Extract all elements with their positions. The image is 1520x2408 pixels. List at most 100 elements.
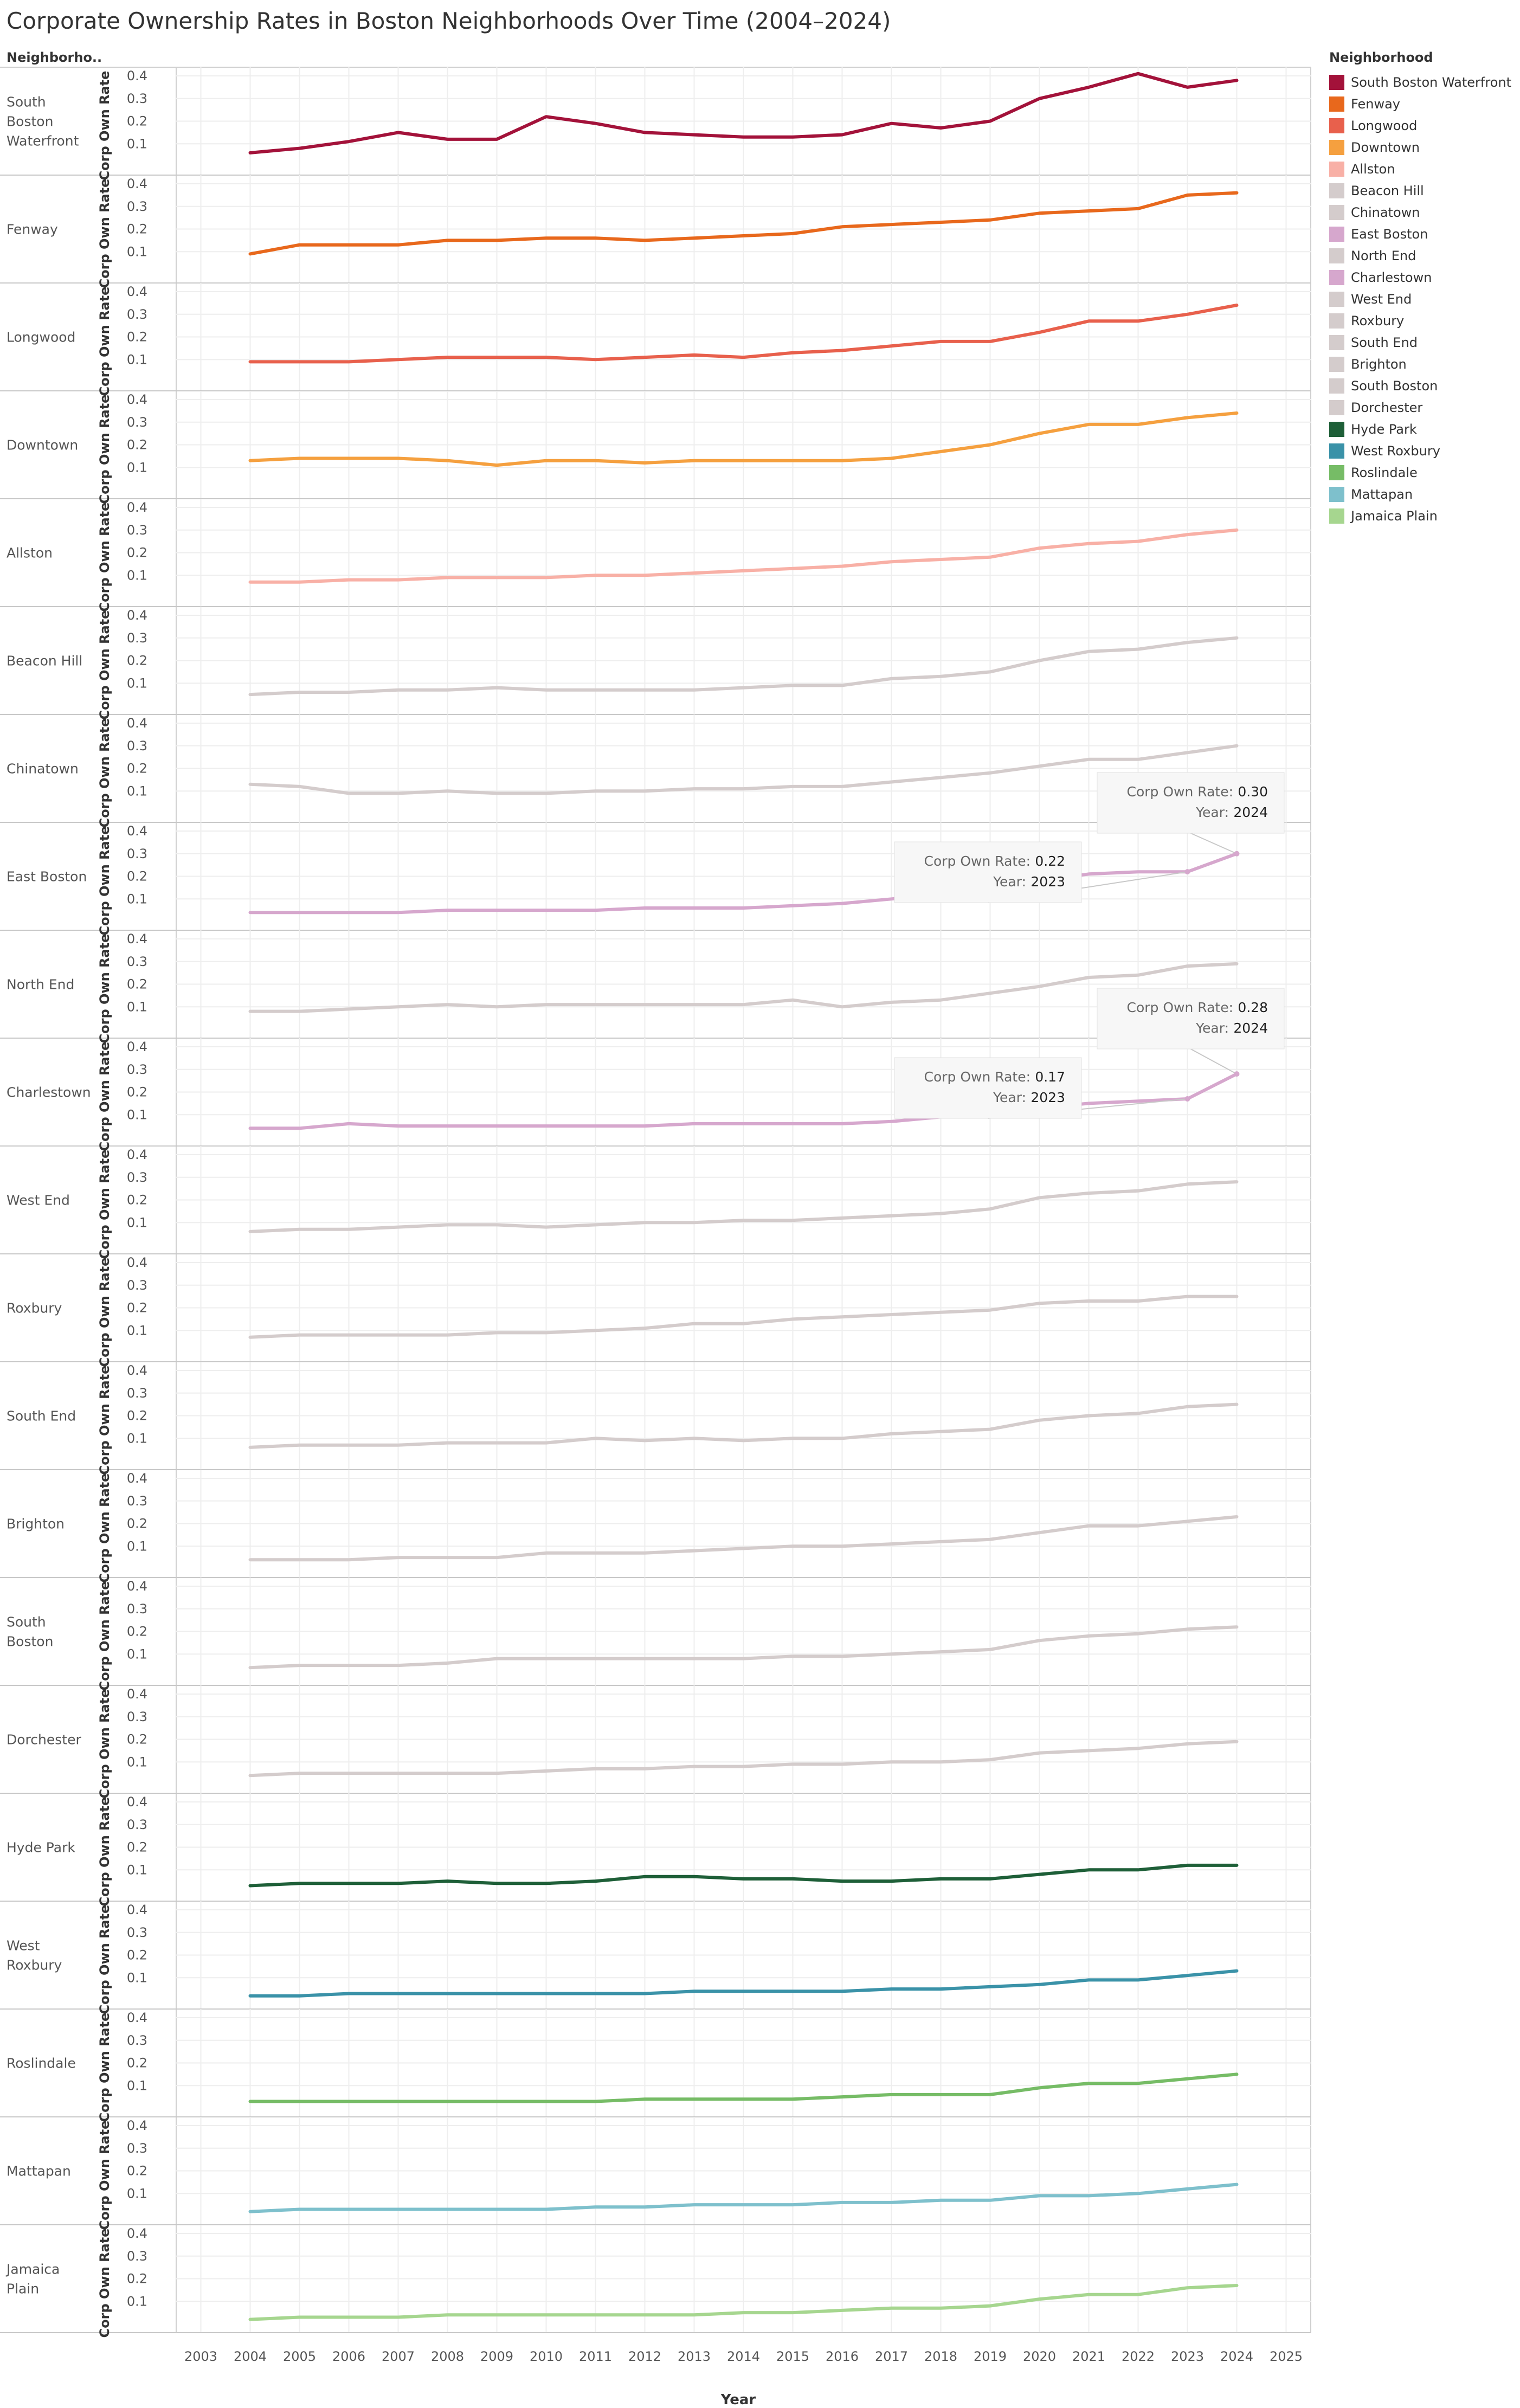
panel-roslindale: 0.1 0.2 0.3 0.4 Roslindale Corp Own Rate xyxy=(0,2009,1311,2122)
panel-brighton: 0.1 0.2 0.3 0.4 Brighton Corp Own Rate xyxy=(0,1470,1311,1582)
legend-item[interactable]: South Boston Waterfront xyxy=(1329,72,1516,93)
legend-swatch xyxy=(1329,227,1344,242)
legend-item[interactable]: Roslindale xyxy=(1329,462,1516,484)
legend-swatch xyxy=(1329,400,1344,415)
y-tick-label: 0.1 xyxy=(127,460,147,475)
legend-swatch xyxy=(1329,140,1344,155)
y-tick-label: 0.3 xyxy=(127,846,147,861)
y-axis-title: Corp Own Rate xyxy=(97,826,112,936)
y-tick-label: 0.4 xyxy=(127,1363,147,1378)
y-tick-label: 0.1 xyxy=(127,2294,147,2309)
row-label: Plain xyxy=(7,2281,39,2297)
highlight-point xyxy=(1184,869,1190,875)
legend-item[interactable]: East Boston xyxy=(1329,223,1516,245)
legend-item[interactable]: Chinatown xyxy=(1329,202,1516,223)
y-tick-label: 0.3 xyxy=(127,199,147,214)
panel-dorchester: 0.1 0.2 0.3 0.4 Dorchester Corp Own Rate xyxy=(0,1685,1311,1798)
y-tick-label: 0.2 xyxy=(127,761,147,776)
legend-item[interactable]: North End xyxy=(1329,245,1516,267)
y-tick-label: 0.4 xyxy=(127,2010,147,2025)
panel-south-end: 0.1 0.2 0.3 0.4 South End Corp Own Rate xyxy=(0,1362,1311,1475)
row-label: Roxbury xyxy=(7,1958,62,1973)
x-tick-label: 2011 xyxy=(579,2349,612,2364)
row-label: Mattapan xyxy=(7,2164,71,2179)
legend-item[interactable]: Allston xyxy=(1329,158,1516,180)
row-header-neighborhood[interactable]: Neighborho.. xyxy=(7,50,102,65)
panel-mattapan: 0.1 0.2 0.3 0.4 Mattapan Corp Own Rate xyxy=(0,2117,1311,2230)
y-tick-label: 0.2 xyxy=(127,869,147,884)
y-tick-label: 0.1 xyxy=(127,783,147,799)
highlight-point xyxy=(1234,851,1240,857)
legend: Neighborhood South Boston Waterfront Fenw… xyxy=(1329,50,1516,527)
y-axis-title: Corp Own Rate xyxy=(97,287,112,396)
x-tick-label: 2008 xyxy=(431,2349,464,2364)
y-tick-label: 0.1 xyxy=(127,352,147,367)
series-line xyxy=(248,411,1239,467)
y-tick-label: 0.1 xyxy=(127,675,147,691)
legend-item[interactable]: Brighton xyxy=(1329,353,1516,375)
series-line xyxy=(248,528,1239,584)
x-tick-label: 2024 xyxy=(1220,2349,1253,2364)
legend-label: Fenway xyxy=(1351,96,1401,112)
row-label: Fenway xyxy=(7,222,58,237)
legend-item[interactable]: West Roxbury xyxy=(1329,440,1516,462)
x-tick-label: 2018 xyxy=(924,2349,957,2364)
legend-item[interactable]: Beacon Hill xyxy=(1329,180,1516,202)
y-tick-label: 0.3 xyxy=(127,2033,147,2048)
panel-allston: 0.1 0.2 0.3 0.4 Allston Corp Own Rate xyxy=(0,499,1311,611)
y-tick-label: 0.4 xyxy=(127,608,147,623)
tooltip-label: Corp Own Rate: xyxy=(1126,1000,1233,1015)
row-label: Boston xyxy=(7,1634,53,1650)
x-tick-label: 2020 xyxy=(1023,2349,1056,2364)
y-tick-label: 0.1 xyxy=(127,1538,147,1554)
x-tick-label: 2025 xyxy=(1270,2349,1303,2364)
legend-swatch xyxy=(1329,118,1344,133)
y-tick-label: 0.4 xyxy=(127,176,147,191)
series-line xyxy=(248,1402,1239,1449)
x-tick-label: 2006 xyxy=(332,2349,365,2364)
legend-item[interactable]: South End xyxy=(1329,332,1516,353)
panel-jamaica-plain: 0.1 0.2 0.3 0.4 Jamaica Plain Corp Own Rate xyxy=(0,2225,1311,2338)
legend-item[interactable]: Dorchester xyxy=(1329,397,1516,418)
x-tick-label: 2012 xyxy=(628,2349,661,2364)
legend-items: South Boston Waterfront Fenway Longwood Dow… xyxy=(1329,72,1516,527)
legend-item[interactable]: Downtown xyxy=(1329,137,1516,158)
y-tick-label: 0.4 xyxy=(127,823,147,839)
y-tick-label: 0.2 xyxy=(127,330,147,345)
y-tick-label: 0.3 xyxy=(127,630,147,646)
row-label: South xyxy=(7,94,46,110)
row-label: West xyxy=(7,1938,40,1954)
legend-swatch xyxy=(1329,162,1344,177)
y-tick-label: 0.1 xyxy=(127,2078,147,2093)
y-tick-label: 0.3 xyxy=(127,1493,147,1509)
legend-item[interactable]: Fenway xyxy=(1329,93,1516,115)
series-line xyxy=(248,1969,1239,1998)
tooltip-label: Corp Own Rate: xyxy=(924,1069,1030,1085)
legend-item[interactable]: West End xyxy=(1329,288,1516,310)
tooltip-value: 0.30 xyxy=(1238,784,1268,800)
y-axis-title: Corp Own Rate xyxy=(97,1366,112,1475)
y-tick-label: 0.4 xyxy=(127,1471,147,1486)
y-tick-label: 0.1 xyxy=(127,136,147,151)
series-line xyxy=(248,1625,1239,1670)
y-tick-label: 0.1 xyxy=(127,1323,147,1338)
tooltip-year-value: 2023 xyxy=(1030,874,1065,890)
panel-west-end: 0.1 0.2 0.3 0.4 West End Corp Own Rate xyxy=(0,1146,1311,1259)
legend-item[interactable]: Hyde Park xyxy=(1329,418,1516,440)
legend-label: Beacon Hill xyxy=(1351,183,1424,198)
y-axis-title: Corp Own Rate xyxy=(97,610,112,720)
legend-item[interactable]: Longwood xyxy=(1329,115,1516,137)
legend-item[interactable]: Mattapan xyxy=(1329,484,1516,505)
y-axis-title: Corp Own Rate xyxy=(97,1042,112,1151)
y-tick-label: 0.4 xyxy=(127,1255,147,1270)
legend-item[interactable]: Charlestown xyxy=(1329,267,1516,288)
legend-item[interactable]: Roxbury xyxy=(1329,310,1516,332)
y-tick-label: 0.4 xyxy=(127,500,147,515)
y-tick-label: 0.2 xyxy=(127,653,147,668)
legend-item[interactable]: South Boston xyxy=(1329,375,1516,397)
legend-item[interactable]: Jamaica Plain xyxy=(1329,505,1516,527)
panel-east-boston: 0.1 0.2 0.3 0.4 East Boston Corp Own Rate Corp… xyxy=(0,772,1311,935)
y-tick-label: 0.4 xyxy=(127,716,147,731)
y-tick-label: 0.2 xyxy=(127,977,147,992)
legend-label: Roxbury xyxy=(1351,313,1405,329)
